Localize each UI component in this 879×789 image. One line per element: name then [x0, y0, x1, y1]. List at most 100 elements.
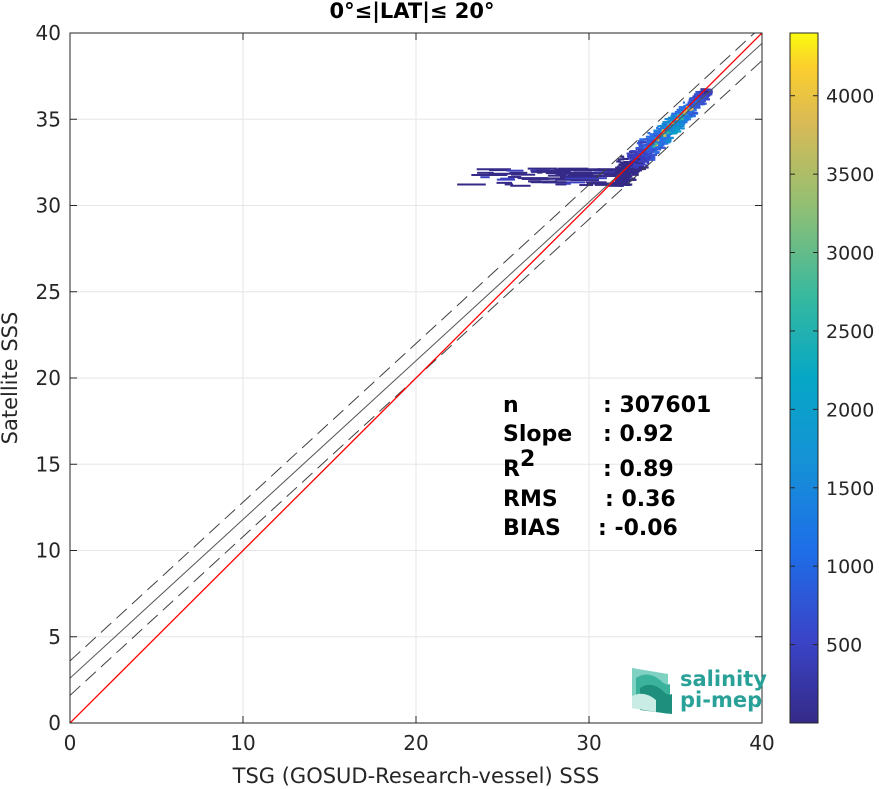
stat-value: : 0.92 [603, 422, 674, 447]
stat-label: R [503, 457, 520, 482]
density-cell [591, 172, 620, 175]
density-cell [635, 164, 640, 167]
density-cell [696, 93, 701, 96]
density-hotspot [652, 145, 656, 148]
density-cell [643, 158, 650, 161]
density-cell [623, 162, 630, 166]
density-cell [627, 171, 630, 175]
density-cell [622, 166, 627, 169]
density-cell [599, 169, 618, 172]
density-cell [668, 136, 674, 139]
density-cell [622, 157, 629, 161]
density-cell [648, 139, 654, 142]
stats-annotation: n: 307601 Slope: 0.92 R 2: 0.89 RMS: 0.36 BIA… [503, 393, 711, 541]
density-cell [646, 162, 650, 165]
logo-line2: pi-mep [680, 688, 762, 712]
y-tick-label: 0 [48, 711, 61, 735]
density-cell [615, 183, 618, 186]
density-cell [628, 169, 631, 172]
density-cell [647, 147, 651, 150]
density-cell [627, 174, 631, 177]
density-cell [659, 146, 666, 149]
density-cell [630, 150, 638, 153]
density-cell [687, 110, 691, 113]
density-hotspot [663, 134, 667, 137]
density-cell [646, 147, 649, 151]
density-cell [659, 124, 665, 128]
logo-line1: salinity [680, 667, 767, 691]
density-cell [677, 122, 684, 126]
stat-label: BIAS [503, 516, 561, 541]
density-cell [704, 89, 710, 92]
density-cell [691, 111, 698, 115]
density-cell [639, 164, 643, 167]
density-cell [619, 177, 621, 180]
density-cell [657, 144, 660, 147]
density-cell [657, 140, 662, 143]
density-cell [638, 143, 643, 146]
density-cell [682, 121, 688, 124]
y-axis-ticks: 0 5 10 15 20 25 30 35 40 [36, 21, 762, 735]
wave-logo-icon [632, 668, 672, 714]
density-cell [678, 106, 683, 109]
density-cell [661, 136, 668, 140]
density-cell [684, 108, 692, 111]
density-cell [635, 165, 639, 169]
colorbar-tick-label: 1500 [826, 478, 874, 500]
x-tick-label: 30 [576, 731, 601, 755]
density-hotspot [660, 132, 664, 136]
density-cell [637, 166, 641, 169]
colorbar-tick-label: 2000 [826, 399, 874, 421]
density-cell [670, 132, 678, 135]
density-cell [672, 126, 680, 129]
y-tick-label: 25 [36, 280, 61, 304]
density-cell [669, 130, 672, 134]
density-cell [661, 135, 666, 138]
density-cell [619, 173, 627, 176]
density-cell [504, 183, 514, 186]
y-tick-label: 15 [36, 452, 61, 476]
density-cell [621, 184, 624, 187]
density-cell [693, 106, 701, 109]
density-cell [658, 145, 664, 148]
density-cell [488, 172, 520, 175]
density-cell [694, 94, 698, 97]
density-cell [617, 180, 626, 184]
density-cell [496, 181, 513, 184]
density-cell [642, 157, 647, 160]
density-cell [653, 131, 659, 134]
density-cell [664, 118, 670, 121]
density-cell [700, 88, 707, 91]
density-cell [636, 152, 642, 155]
density-cell [555, 178, 580, 181]
density-cell [476, 168, 511, 171]
density-cell [665, 123, 668, 126]
density-cell [457, 183, 486, 186]
density-cell [699, 98, 706, 101]
density-cell [667, 129, 675, 132]
density-cell [632, 164, 637, 167]
density-cell [645, 135, 654, 138]
density-cell [653, 129, 660, 132]
density-cell [480, 176, 490, 179]
density-cell [625, 169, 631, 172]
density-cell [471, 173, 508, 176]
density-cell [639, 149, 644, 152]
density-cell [617, 166, 620, 169]
density-cell [673, 117, 677, 120]
density-cell [637, 149, 642, 153]
density-cell [624, 170, 629, 173]
y-tick-label: 30 [36, 194, 61, 218]
density-cell [614, 181, 617, 184]
colorbar-tick-label: 1000 [826, 556, 874, 578]
density-cell [627, 167, 630, 170]
density-cell [645, 150, 650, 153]
density-cell [651, 137, 653, 141]
density-cell [662, 121, 668, 124]
density-cell [639, 167, 646, 171]
y-axis-label: Satellite SSS [0, 312, 22, 445]
density-hotspot [683, 109, 687, 113]
density-cell [637, 159, 644, 162]
density-cell [696, 104, 701, 108]
